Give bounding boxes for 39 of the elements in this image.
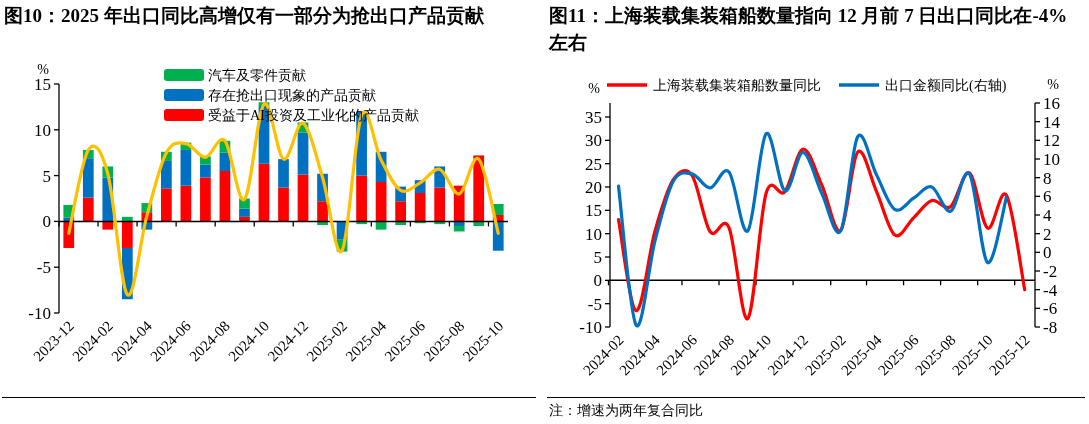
y-tick-label: 0 bbox=[42, 212, 51, 232]
y2-tick-label: -8 bbox=[1043, 318, 1058, 337]
y-tick-label: -10 bbox=[28, 304, 51, 323]
y-tick-label: 15 bbox=[34, 75, 51, 94]
chart-title: 图11：上海装载集装箱船数量指向 12 月前 7 日出口同比在-4%左右 bbox=[549, 4, 1069, 55]
y-tick-label: 15 bbox=[585, 201, 602, 221]
y2-tick-label: 16 bbox=[1043, 94, 1060, 113]
y-tick-label: 35 bbox=[585, 108, 602, 127]
y2-tick-label: 0 bbox=[1043, 243, 1052, 263]
y-tick-label: -5 bbox=[587, 294, 602, 314]
y2-tick-label: 6 bbox=[1043, 187, 1052, 207]
y-tick-label: 10 bbox=[34, 120, 51, 140]
y2-tick-label: 2 bbox=[1043, 224, 1052, 244]
y-axis-title: % bbox=[588, 81, 601, 96]
legend-label: 汽车及零件贡献 bbox=[208, 68, 306, 83]
y-axis-title: % bbox=[37, 62, 50, 77]
y2-tick-label: 4 bbox=[1043, 206, 1052, 225]
chart-title: 图10：2025 年出口同比高增仅有一部分为抢出口产品贡献 bbox=[4, 4, 485, 28]
y2-tick-label: -6 bbox=[1043, 299, 1058, 319]
y-tick-label: 5 bbox=[593, 248, 602, 267]
y-tick-label: 25 bbox=[585, 154, 602, 174]
y2-tick-label: 14 bbox=[1043, 112, 1061, 132]
y-tick-label: 20 bbox=[585, 178, 602, 197]
text: 注：增速为两年复合同比 bbox=[549, 402, 703, 420]
y-tick-label: 0 bbox=[593, 271, 602, 291]
y-tick-label: 5 bbox=[42, 166, 51, 186]
y2-tick-label: 10 bbox=[1043, 150, 1060, 169]
y2-tick-label: 12 bbox=[1043, 131, 1060, 151]
legend-label: 存在抢出口现象的产品贡献 bbox=[208, 88, 376, 103]
y-tick-label: 30 bbox=[585, 131, 602, 151]
y-tick-label: -5 bbox=[36, 258, 51, 278]
y-tick-label: -10 bbox=[579, 318, 602, 337]
y-tick-label: 10 bbox=[585, 224, 602, 244]
y2-tick-label: 8 bbox=[1043, 168, 1052, 188]
legend-label: 上海装载集装箱船数量同比 bbox=[653, 78, 821, 93]
y2-tick-label: -4 bbox=[1043, 280, 1058, 300]
y2-axis-title: % bbox=[1047, 77, 1060, 92]
y2-tick-label: -2 bbox=[1043, 262, 1058, 281]
legend-label: 出口金额同比(右轴) bbox=[885, 78, 1007, 94]
